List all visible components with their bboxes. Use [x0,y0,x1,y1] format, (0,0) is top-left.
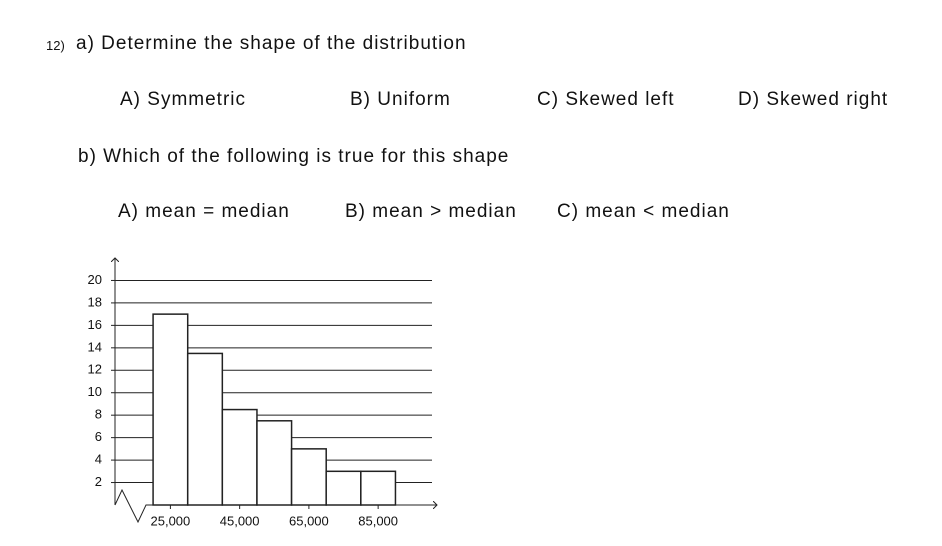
bar [360,470,397,506]
y-tick-label: 6 [95,429,102,444]
question-number: 12) [46,38,65,53]
bar [221,408,258,506]
bar [325,470,362,506]
bars [152,313,397,506]
y-tick-label: 18 [88,294,102,309]
question-prompt: a) Determine the shape of the distributi… [76,33,467,54]
bar [256,420,293,506]
y-tick-label: 8 [95,407,102,422]
x-tick-label: 65,000 [289,513,329,528]
x-tick-label: 45,000 [220,513,260,528]
y-tick-label: 4 [95,452,102,467]
y-tick-label: 14 [88,339,102,354]
option[interactable]: A) mean = median [118,201,290,222]
y-tick-label: 12 [88,362,102,377]
y-tick-label: 20 [88,272,102,287]
bar [186,352,224,506]
option[interactable]: C) Skewed left [537,89,675,110]
bar [290,448,327,506]
x-tick-label: 85,000 [358,513,398,528]
option[interactable]: D) Skewed right [738,89,889,110]
option[interactable]: A) Symmetric [120,89,246,110]
question-prompt: b) Which of the following is true for th… [78,146,510,167]
y-tick-label: 10 [88,384,102,399]
x-axis [114,488,437,524]
x-tick-label: 25,000 [151,513,191,528]
option[interactable]: B) mean > median [345,201,517,222]
y-tick-label: 2 [95,474,102,489]
option[interactable]: B) Uniform [350,89,451,110]
y-tick-label: 16 [88,317,102,332]
bar [152,313,189,506]
option[interactable]: C) mean < median [557,201,730,222]
